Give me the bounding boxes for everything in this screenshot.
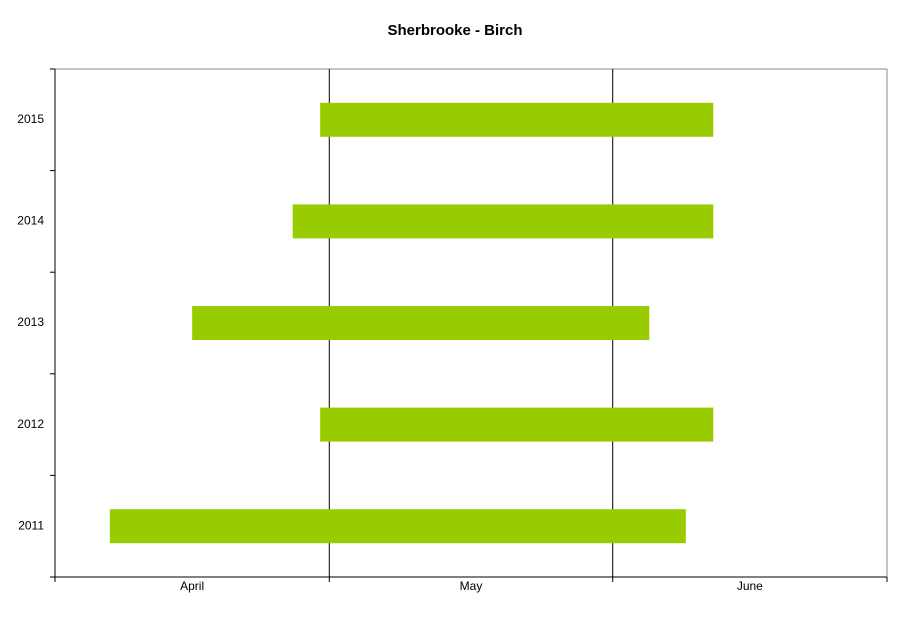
bar — [192, 306, 650, 340]
x-tick-label: May — [460, 579, 483, 593]
bar — [320, 102, 714, 137]
y-tick-label: 2012 — [17, 417, 44, 431]
chart-title: Sherbrooke - Birch — [387, 22, 522, 39]
bar — [292, 204, 714, 239]
y-tick-label: 2013 — [17, 315, 44, 329]
x-tick-label: June — [737, 579, 763, 593]
bar — [320, 407, 714, 442]
y-tick-label: 2015 — [17, 112, 44, 126]
x-tick-label: April — [180, 579, 204, 593]
y-tick-label: 2014 — [17, 214, 44, 228]
bar — [109, 509, 686, 544]
y-tick-label: 2011 — [18, 518, 44, 532]
